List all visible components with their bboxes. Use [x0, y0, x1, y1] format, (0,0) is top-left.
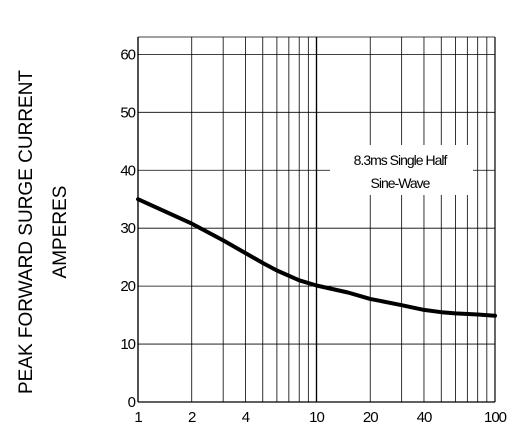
annotation-line1: 8.3ms Single Half: [354, 152, 448, 168]
x-tick-label: 10: [309, 409, 324, 426]
x-tick-label: 4: [242, 409, 250, 426]
grid: [137, 36, 496, 403]
series-group: [136, 197, 497, 318]
y-tick-label: 60: [120, 46, 135, 63]
y-axis-label-line2: AMPERES: [50, 186, 71, 279]
y-axis-label-line1: PEAK FORWARD SURGE CURRENT: [16, 70, 37, 394]
tick-labels: 1 2 4 10 20 40 100 0 10 20 30 40 50 60: [120, 46, 507, 426]
annotation-line2: Sine-Wave: [371, 175, 431, 191]
y-tick-label: 20: [120, 278, 135, 295]
annotation-box: [330, 145, 473, 195]
y-tick-label: 0: [128, 394, 136, 411]
y-tick-label: 30: [120, 220, 135, 237]
x-tick-label: 2: [188, 409, 196, 426]
series-line: [136, 197, 497, 318]
y-tick-label: 10: [120, 336, 135, 353]
y-tick-label: 50: [120, 104, 135, 121]
x-tick-label: 40: [417, 409, 432, 426]
x-tick-label: 20: [363, 409, 378, 426]
x-tick-label: 100: [484, 409, 507, 426]
y-tick-label: 40: [120, 162, 135, 179]
x-tick-label: 1: [134, 409, 142, 426]
